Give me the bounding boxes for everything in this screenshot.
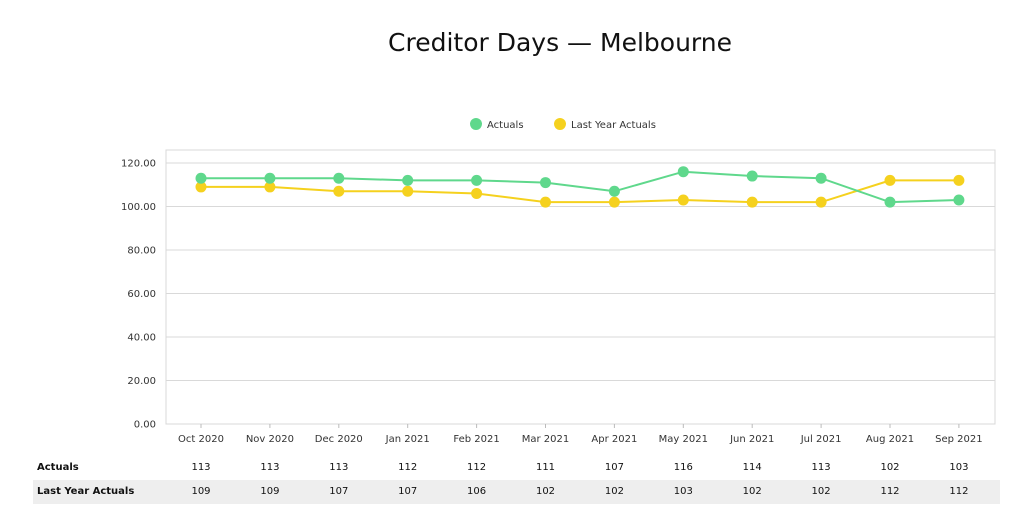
data-point-last-year-actuals xyxy=(264,181,276,193)
table-cell: 107 xyxy=(398,486,418,497)
data-point-last-year-actuals xyxy=(402,185,414,197)
x-tick-label: Sep 2021 xyxy=(935,434,982,445)
x-tick-label: Nov 2020 xyxy=(246,434,294,445)
x-tick-label: Apr 2021 xyxy=(591,434,637,445)
x-tick-label: Jan 2021 xyxy=(385,434,430,445)
plot-frame xyxy=(165,149,996,425)
y-tick-label: 120.00 xyxy=(121,159,156,170)
data-point-last-year-actuals xyxy=(677,194,689,206)
data-point-last-year-actuals xyxy=(333,185,345,197)
data-point-last-year-actuals xyxy=(540,196,551,208)
legend-label: Last Year Actuals xyxy=(571,120,656,131)
x-tick-label: Jun 2021 xyxy=(729,434,774,445)
table-cell: 109 xyxy=(191,486,211,497)
series-line-last-year-actuals xyxy=(201,179,959,204)
table-row: Actuals 113 113 113 112 112 111 107 116 114 113 102… xyxy=(33,456,1000,480)
table-cell: 102 xyxy=(535,486,556,497)
data-point-actuals xyxy=(264,172,276,184)
table-cell: 112 xyxy=(467,462,487,473)
table-cell: 109 xyxy=(260,486,280,497)
table-cell: 112 xyxy=(880,486,900,497)
table-cell: 102 xyxy=(604,486,624,497)
table-cell: 102 xyxy=(811,486,831,497)
table-cell: 107 xyxy=(604,462,624,473)
data-point-actuals xyxy=(608,185,620,197)
data-point-last-year-actuals xyxy=(195,181,207,193)
data-point-last-year-actuals xyxy=(815,196,827,208)
legend-marker-actuals xyxy=(470,118,482,130)
data-point-last-year-actuals xyxy=(884,174,896,186)
data-point-actuals xyxy=(746,170,758,182)
data-point-actuals xyxy=(471,174,483,186)
x-tick-label: Dec 2020 xyxy=(315,434,363,445)
data-point-actuals xyxy=(677,166,689,178)
x-tick-label: Mar 2021 xyxy=(522,434,570,445)
legend-marker-last-year-actuals xyxy=(554,118,566,130)
data-point-actuals xyxy=(815,172,827,184)
y-tick-label: 100.00 xyxy=(121,202,156,213)
legend-label: Actuals xyxy=(487,120,524,131)
x-tick-label: Aug 2021 xyxy=(866,434,914,445)
table-row-label: Last Year Actuals xyxy=(37,486,135,497)
data-point-actuals xyxy=(953,194,965,206)
y-tick-label: 40.00 xyxy=(127,333,156,344)
y-tick-label: 60.00 xyxy=(127,289,156,300)
data-point-last-year-actuals xyxy=(471,187,483,199)
table-cell: 113 xyxy=(329,462,349,473)
data-table: Actuals 113 113 113 112 112 111 107 116 114 113 102… xyxy=(33,456,1000,504)
table-cell: 113 xyxy=(260,462,280,473)
table-row-label: Actuals xyxy=(37,462,79,473)
table-cell: 107 xyxy=(329,486,349,497)
table-cell: 113 xyxy=(811,462,831,473)
chart-title: Creditor Days — Melbourne xyxy=(388,28,732,57)
table-cell: 102 xyxy=(880,462,900,473)
y-tick-label: 20.00 xyxy=(127,376,156,387)
table-cell: 102 xyxy=(742,486,762,497)
table-cell: 112 xyxy=(949,486,969,497)
y-tick-label: 80.00 xyxy=(127,246,156,257)
x-tick-label: Oct 2020 xyxy=(178,434,224,445)
data-point-actuals xyxy=(884,196,896,208)
data-point-actuals xyxy=(540,177,551,189)
data-point-last-year-actuals xyxy=(953,174,965,186)
table-cell: 106 xyxy=(467,486,487,497)
data-point-actuals xyxy=(195,172,207,184)
data-point-last-year-actuals xyxy=(608,196,620,208)
table-cell: 112 xyxy=(398,462,418,473)
table-cell: 114 xyxy=(742,462,762,473)
data-point-last-year-actuals xyxy=(746,196,758,208)
table-cell: 113 xyxy=(191,462,211,473)
table-row: Last Year Actuals 109 109 107 107 106 102 102 10… xyxy=(33,480,1000,504)
data-point-actuals xyxy=(333,172,345,184)
y-tick-label: 0.00 xyxy=(134,420,156,431)
x-tick-label: Jul 2021 xyxy=(800,434,842,445)
table-cell: 103 xyxy=(949,462,969,473)
table-cell: 116 xyxy=(673,462,693,473)
table-cell: 111 xyxy=(535,462,556,473)
x-tick-label: May 2021 xyxy=(659,434,708,445)
table-cell: 103 xyxy=(673,486,693,497)
series-line-actuals xyxy=(201,170,959,204)
data-point-actuals xyxy=(402,174,414,186)
x-tick-label: Feb 2021 xyxy=(453,434,499,445)
